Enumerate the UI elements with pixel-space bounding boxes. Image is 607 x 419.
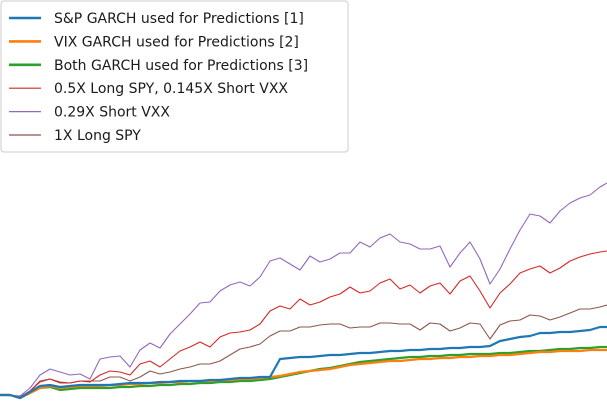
legend-label-6: 1X Long SPY [54,128,141,144]
series-line-1 [0,325,607,400]
legend-label-2: VIX GARCH used for Predictions [2] [54,34,299,50]
legend-label-1: S&P GARCH used for Predictions [1] [54,11,304,27]
legend-label-3: Both GARCH used for Predictions [3] [54,58,308,74]
legend-label-4: 0.5X Long SPY, 0.145X Short VXX [54,81,288,97]
legend-entries: S&P GARCH used for Predictions [1] VIX GA… [9,11,308,144]
series-line-6 [0,304,607,398]
legend-label-5: 0.29X Short VXX [54,105,170,121]
series-layer [0,182,607,400]
series-line-5 [0,182,607,397]
legend-frame [0,0,349,153]
series-line-4 [0,250,607,398]
legend: S&P GARCH used for Predictions [1] VIX GA… [0,0,349,153]
